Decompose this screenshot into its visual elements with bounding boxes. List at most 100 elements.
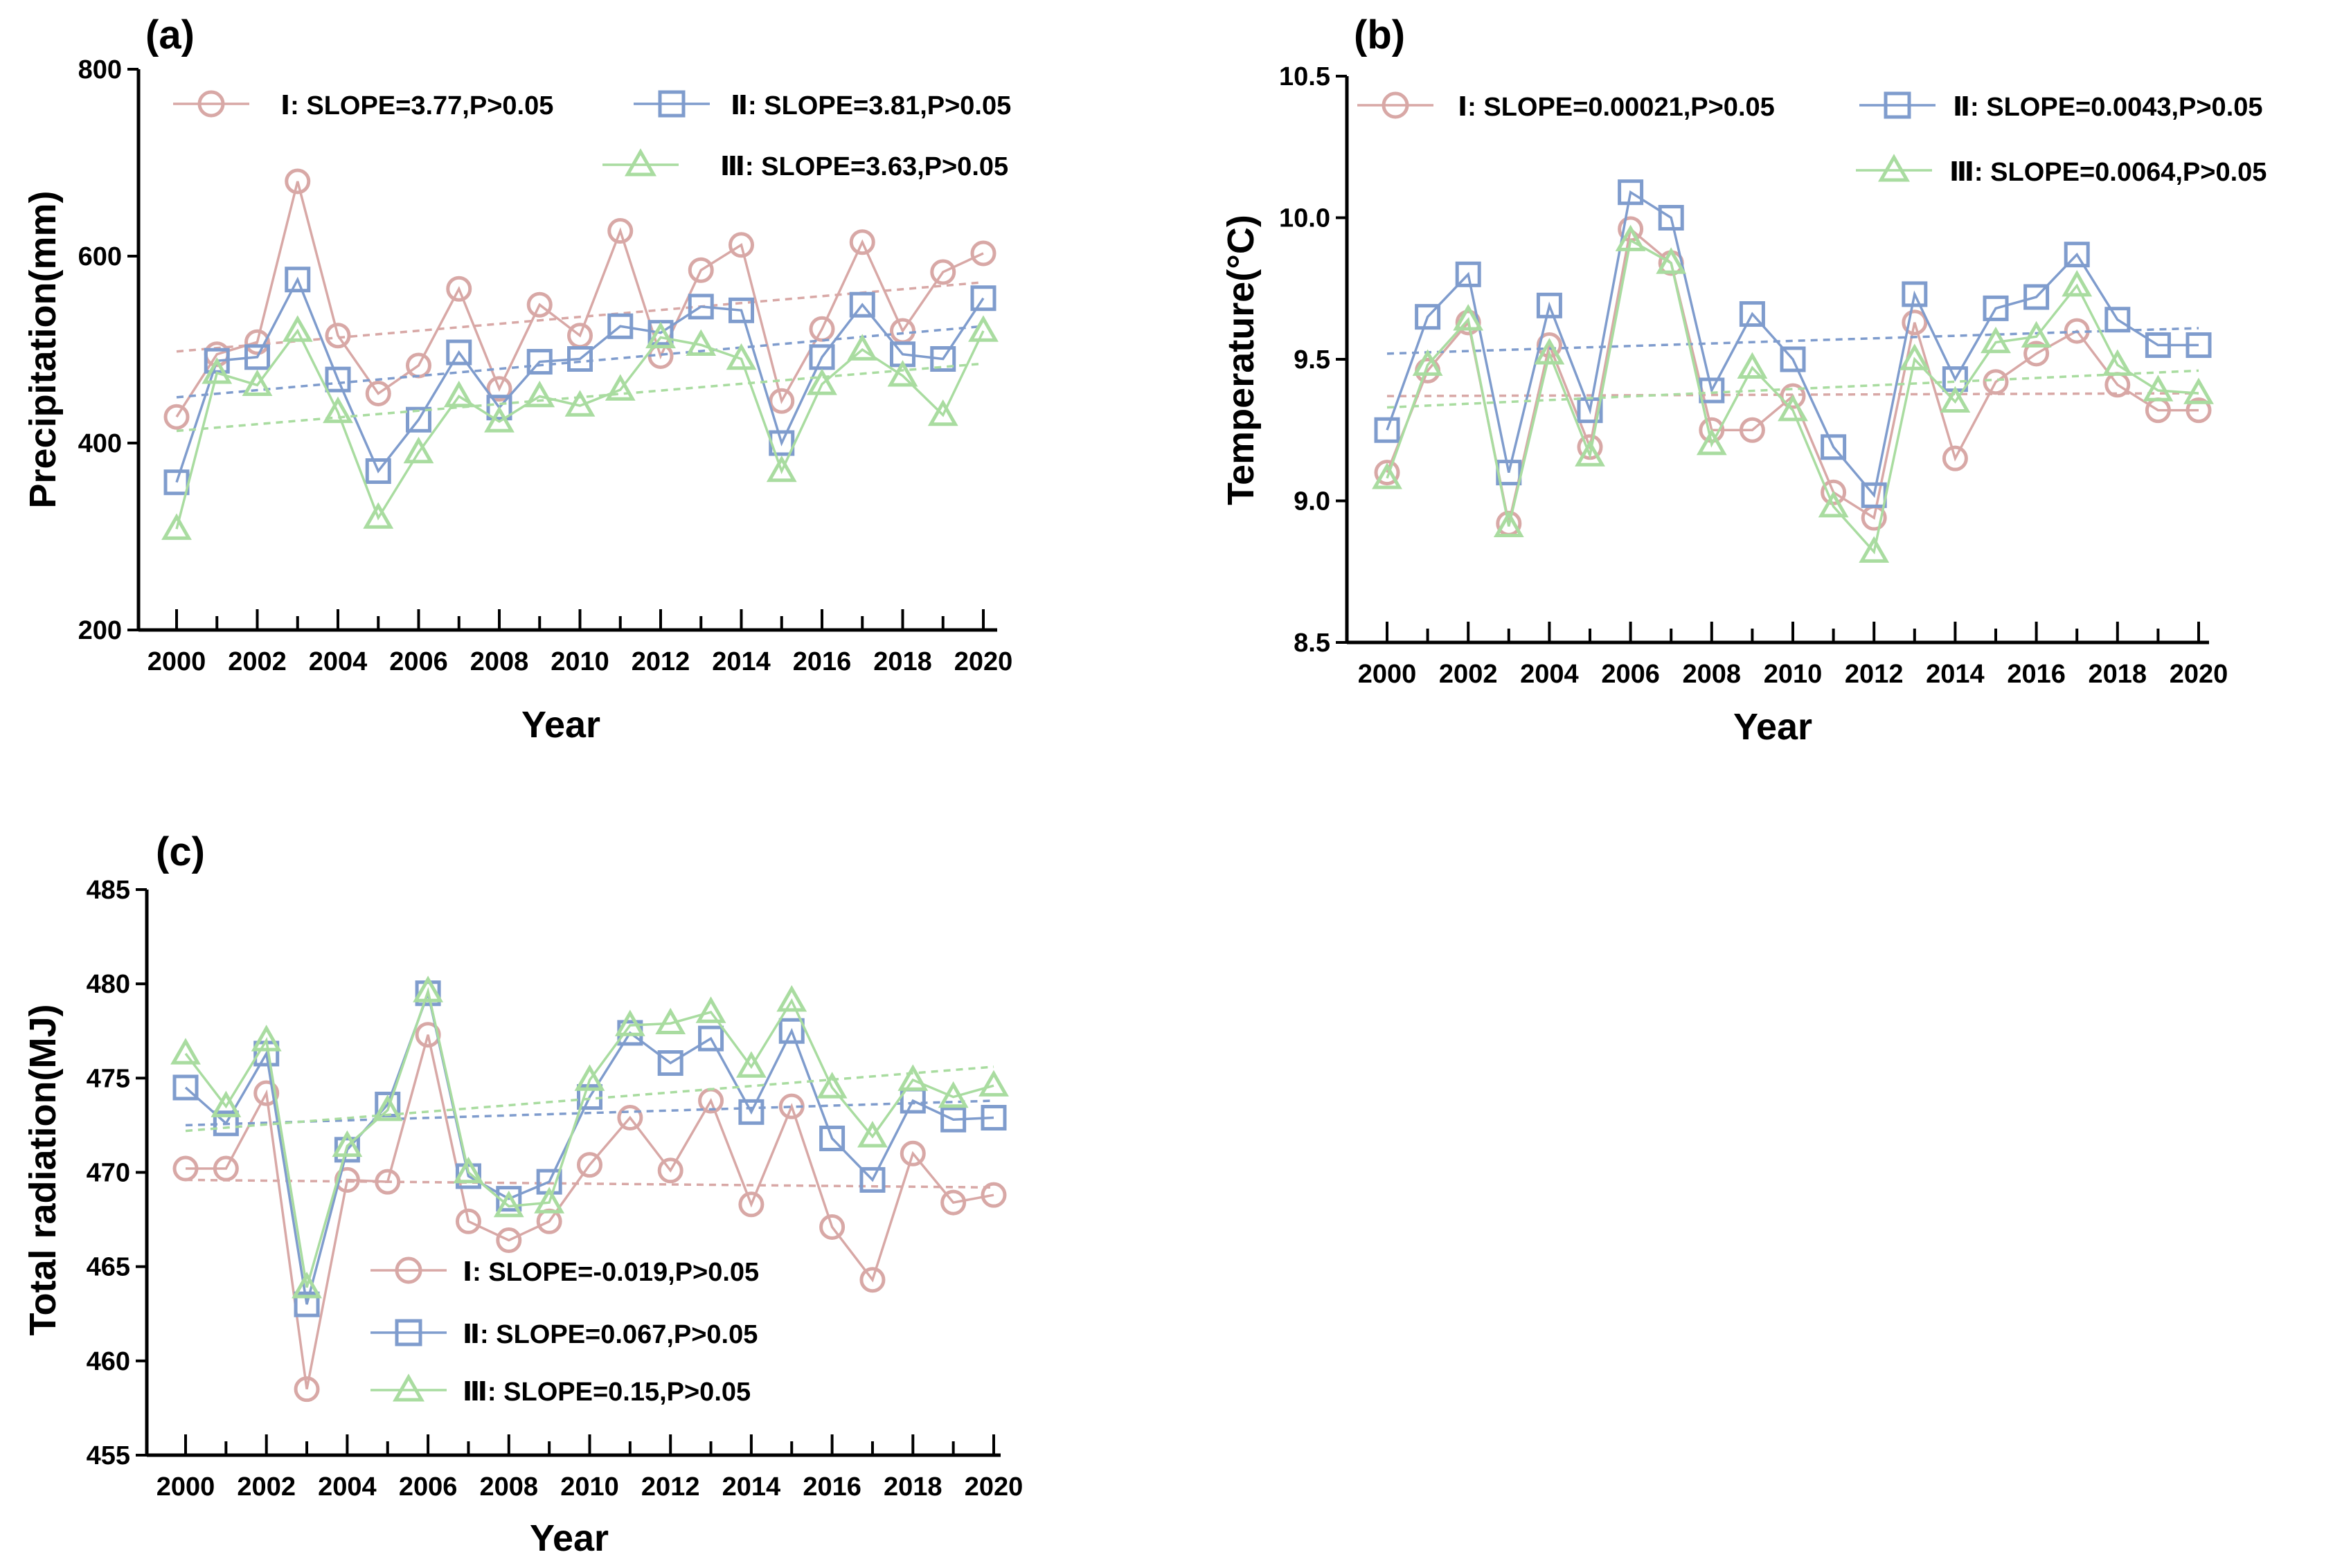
data-point-II	[1374, 417, 1400, 443]
data-point-III	[493, 1190, 524, 1218]
data-point-III	[776, 985, 807, 1012]
x-tick-label: 2014	[712, 647, 771, 676]
data-point-III	[1778, 394, 1808, 422]
x-tick-label: 2000	[1358, 660, 1417, 689]
x-tick-label: 2008	[480, 1472, 539, 1502]
data-point-III	[251, 1025, 282, 1052]
y-tick-label: 10.0	[1279, 204, 1330, 233]
data-point-I	[365, 380, 391, 406]
series-line	[175, 328, 985, 530]
data-point-II	[657, 1050, 683, 1076]
data-point-I	[1374, 460, 1400, 486]
legend-label: Ⅱ: SLOPE=0.0043,P>0.05	[1953, 93, 2263, 122]
data-point-II	[2064, 242, 2090, 268]
data-point-I	[617, 1105, 643, 1131]
x-tick-label: 2012	[1845, 660, 1904, 689]
series-I	[163, 168, 996, 430]
data-point-II	[2185, 332, 2212, 359]
x-tick-label: 2020	[965, 1472, 1024, 1502]
series-II	[1374, 179, 2212, 508]
data-point-II	[294, 1291, 320, 1317]
y-tick-label: 470	[87, 1159, 130, 1188]
y-tick-label: 600	[78, 242, 122, 271]
y-tick-label: 400	[78, 429, 122, 458]
legend-item-III: Ⅲ: SLOPE=3.63,P>0.05	[602, 148, 1008, 181]
x-tick-label: 2004	[309, 647, 368, 676]
data-point-III	[927, 399, 958, 426]
data-point-II	[940, 1106, 967, 1133]
legend-item-I: Ⅰ: SLOPE=3.77,P>0.05	[173, 90, 553, 120]
x-tick-label: 2018	[2089, 660, 2147, 689]
legend-marker-I	[197, 90, 225, 118]
data-point-III	[534, 1187, 565, 1214]
data-point-II	[970, 285, 996, 312]
data-point-III	[1412, 349, 1443, 376]
data-point-I	[1942, 445, 1968, 471]
data-point-III	[1981, 326, 2011, 354]
x-tick-label: 2012	[632, 647, 690, 676]
data-point-III	[2021, 321, 2052, 348]
data-point-III	[766, 455, 797, 483]
data-point-I	[2023, 341, 2050, 367]
legend-marker-III	[1877, 154, 1911, 182]
y-axis-title: Precipitation(mm)	[22, 190, 64, 508]
x-tick-label: 2006	[1601, 660, 1660, 689]
series-III	[1372, 224, 2214, 563]
series-III	[161, 315, 999, 540]
data-point-III	[161, 513, 192, 540]
y-tick-label: 200	[78, 616, 122, 645]
legend-label: Ⅲ: SLOPE=0.15,P>0.05	[463, 1378, 751, 1407]
legend-item-III: Ⅲ: SLOPE=0.0064,P>0.05	[1856, 154, 2267, 187]
series-line	[184, 989, 994, 1305]
x-tick-label: 2006	[389, 647, 448, 676]
data-point-I	[819, 1214, 846, 1240]
data-point-I	[1902, 309, 1928, 336]
data-point-III	[887, 360, 918, 387]
data-point-I	[213, 1155, 239, 1182]
data-point-II	[1536, 292, 1562, 318]
data-point-III	[170, 1038, 201, 1065]
data-point-III	[524, 380, 555, 408]
x-tick-label: 2012	[641, 1472, 700, 1502]
data-point-I	[334, 1166, 360, 1193]
y-tick-label: 455	[87, 1441, 130, 1470]
legend-marker-II	[1884, 91, 1911, 119]
data-point-II	[607, 313, 634, 339]
x-tick-label: 2014	[722, 1472, 781, 1502]
data-point-III	[726, 343, 757, 370]
trend-line	[185, 1178, 994, 1189]
data-point-I	[940, 1189, 967, 1216]
data-point-III	[605, 374, 636, 401]
data-point-I	[769, 388, 795, 414]
data-point-III	[978, 1070, 1009, 1097]
data-point-III	[2183, 377, 2214, 404]
data-point-III	[574, 1064, 605, 1091]
data-point-II	[496, 1186, 522, 1212]
data-point-I	[294, 1376, 320, 1403]
data-point-II	[244, 344, 270, 370]
data-point-III	[1696, 429, 1727, 456]
trend-line	[185, 1099, 994, 1127]
data-point-I	[285, 168, 311, 195]
data-point-III	[292, 1271, 322, 1299]
legend-marker-III	[624, 148, 657, 177]
data-point-I	[325, 323, 351, 349]
data-point-II	[809, 344, 835, 370]
data-point-I	[446, 276, 472, 302]
legend-label: Ⅰ: SLOPE=3.77,P>0.05	[280, 91, 553, 120]
data-point-II	[325, 366, 351, 393]
data-point-III	[655, 1007, 686, 1035]
data-point-II	[2023, 284, 2050, 310]
data-point-II	[1821, 434, 1847, 460]
data-point-I	[1983, 369, 2009, 395]
x-tick-label: 2016	[803, 1472, 861, 1502]
legend-label: Ⅱ: SLOPE=3.81,P>0.05	[731, 91, 1011, 120]
legend-marker-I	[1382, 91, 1409, 119]
data-point-III	[735, 1051, 767, 1078]
x-tick-label: 2020	[2170, 660, 2228, 689]
y-tick-label: 475	[87, 1064, 130, 1093]
x-tick-label: 2002	[228, 647, 287, 676]
legend-item-II: Ⅱ: SLOPE=3.81,P>0.05	[634, 90, 1011, 120]
data-point-I	[486, 376, 512, 402]
